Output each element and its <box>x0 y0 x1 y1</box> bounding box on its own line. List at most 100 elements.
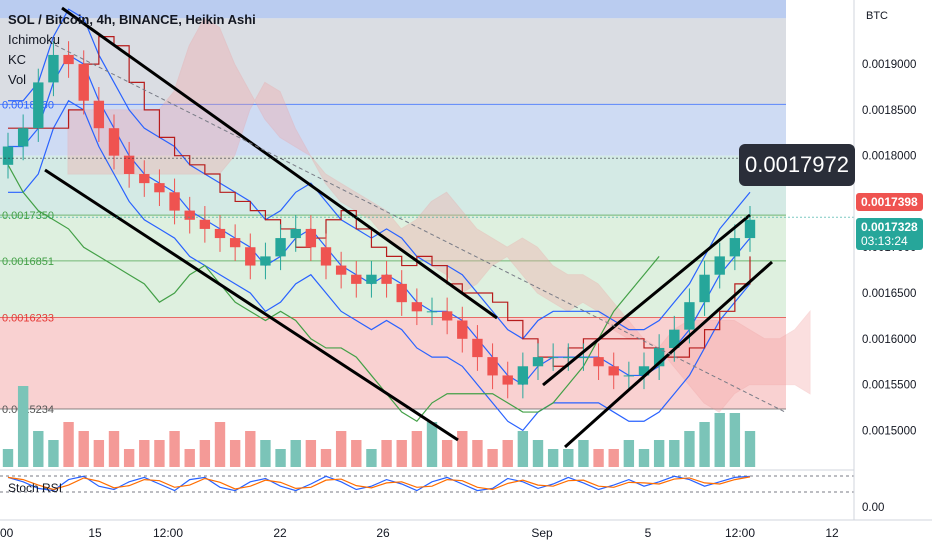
time-axis-tick: 12:00 <box>725 526 755 540</box>
volume-bar <box>245 431 256 467</box>
time-axis-tick: Sep <box>531 526 553 540</box>
volume-bar <box>169 431 180 467</box>
stoch-rsi-label[interactable]: Stoch RSI <box>8 481 63 495</box>
candle-body <box>532 357 544 367</box>
candle-body <box>17 128 29 147</box>
ichimoku-cloud <box>67 17 811 413</box>
volume-bar <box>411 431 423 467</box>
fib-zone-red <box>0 317 786 409</box>
price-axis-tick: 0.0016000 <box>862 334 916 346</box>
fib-label: 0.0017350 <box>2 210 54 222</box>
candle-body <box>396 283 407 303</box>
volume-bar <box>320 449 332 467</box>
candle-body <box>290 228 301 239</box>
candle-body <box>669 329 680 348</box>
candle-body <box>653 347 665 367</box>
indicator-kc[interactable]: KC <box>8 52 27 67</box>
candle-body <box>426 311 438 313</box>
candle-body <box>63 54 74 65</box>
candle-body <box>714 256 725 275</box>
candle-body <box>608 366 619 376</box>
volume-bar <box>290 440 301 467</box>
time-axis-tick: 12:00 <box>153 526 183 540</box>
candle-body <box>502 375 513 385</box>
candle-body <box>229 238 241 248</box>
volume-bar <box>729 413 741 467</box>
volume-bar <box>457 431 468 467</box>
indicator-vol[interactable]: Vol <box>8 72 27 87</box>
volume-bar <box>139 440 150 467</box>
volume-bar <box>2 449 14 467</box>
candle-body <box>154 183 165 193</box>
volume-bar <box>502 440 513 467</box>
candle-body <box>593 357 604 367</box>
volume-bar <box>623 440 635 467</box>
volume-bar <box>123 449 135 467</box>
trend-line <box>61 6 498 320</box>
candle-body <box>547 357 559 359</box>
candle-body <box>139 173 150 184</box>
candle-body <box>320 247 332 266</box>
fib-label: 0.0016233 <box>2 312 54 324</box>
candle-body <box>93 100 105 129</box>
stoch-axis-tick: 0.00 <box>862 502 884 514</box>
chart-title[interactable]: SOL / Bitcoin, 4h, BINANCE, Heikin Ashi <box>8 12 256 27</box>
candle-body <box>411 302 423 312</box>
price-axis-tick: 0.0016500 <box>862 288 916 300</box>
time-axis-tick: :00 <box>0 526 14 540</box>
time-axis-tick: 22 <box>273 526 287 540</box>
volume-bar <box>441 440 453 467</box>
candle-body <box>184 210 195 220</box>
time-axis-tick: 12 <box>825 526 839 540</box>
volume-bar <box>684 431 695 467</box>
volume-bar <box>63 422 74 467</box>
candle-body <box>366 274 377 284</box>
candle-body <box>744 219 756 239</box>
volume-bar <box>48 440 59 467</box>
candle-body <box>169 192 180 211</box>
candle-body <box>305 228 317 248</box>
volume-bar <box>199 440 211 467</box>
candle-body <box>335 265 347 275</box>
candle-body <box>78 64 89 101</box>
volume-bar <box>214 422 226 467</box>
candle-body <box>638 366 650 376</box>
dashed-trend-line <box>54 44 786 413</box>
candle-body <box>260 256 271 266</box>
candle-body <box>275 238 286 257</box>
candle-body <box>123 155 135 174</box>
volume-bar <box>593 449 604 467</box>
volume-bar <box>699 422 710 467</box>
volume-bar <box>532 440 544 467</box>
volume-bar <box>547 449 559 467</box>
stoch-d-line <box>7 476 751 491</box>
indicator-ichimoku[interactable]: Ichimoku <box>8 32 61 47</box>
trend-line <box>564 260 773 449</box>
bar-countdown: 03:13:24 <box>861 234 908 248</box>
fib-zone-grey <box>0 18 786 105</box>
chart-legend: SOL / Bitcoin, 4h, BINANCE, Heikin Ashi … <box>8 10 256 90</box>
volume-bar <box>275 449 286 467</box>
time-axis-tick: 26 <box>376 526 390 540</box>
price-badge-red: 0.0017398 <box>856 193 923 211</box>
candle-body <box>2 146 14 165</box>
time-axis-tick: 5 <box>645 526 652 540</box>
last-price: 0.0017328 <box>861 220 918 234</box>
volume-bar <box>714 413 725 467</box>
volume-bar <box>563 449 574 467</box>
candle-body <box>245 247 256 266</box>
volume-bar <box>669 440 680 467</box>
kijun-sen <box>8 36 751 367</box>
volume-bar <box>184 449 195 467</box>
volume-bar <box>154 440 165 467</box>
candle-body <box>623 375 635 377</box>
hover-price-label: 0.0017972 <box>739 144 855 186</box>
price-axis-tick: 0.0019000 <box>862 59 916 71</box>
volume-bar <box>744 431 756 467</box>
chikou-span <box>7 164 660 422</box>
candle-body <box>381 274 392 284</box>
volume-bar <box>578 440 589 467</box>
price-badge-green: 0.0017328 03:13:24 <box>856 218 923 250</box>
